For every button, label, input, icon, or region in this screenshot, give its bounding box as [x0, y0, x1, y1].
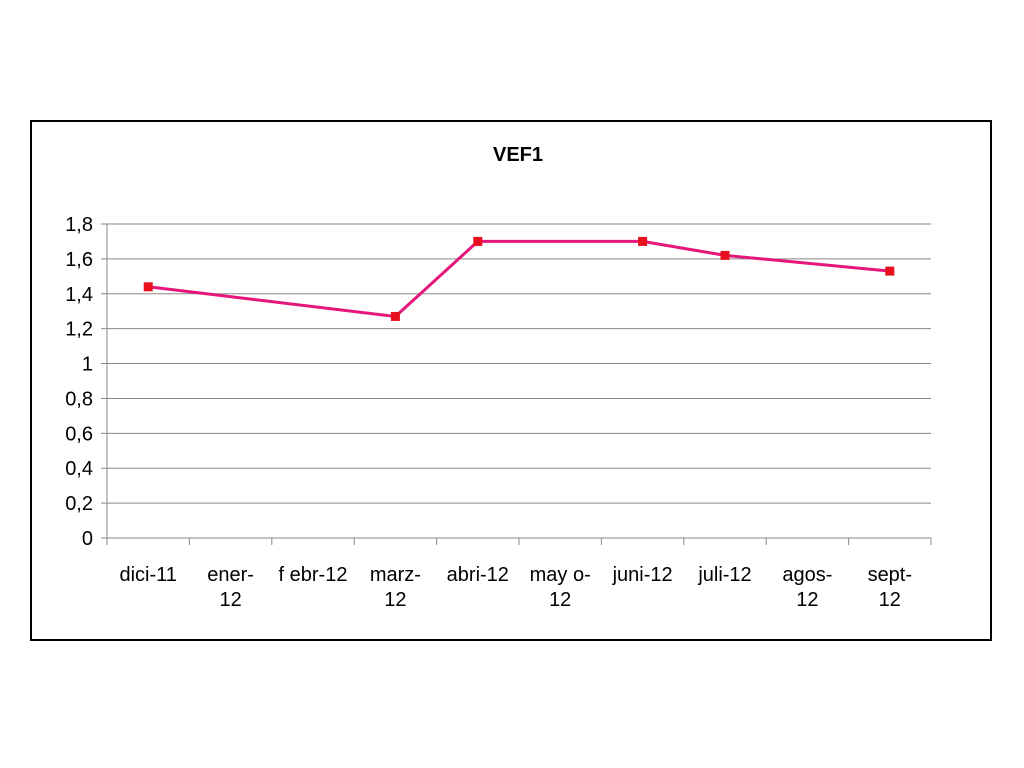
y-tick-label: 1,2: [65, 319, 93, 341]
data-point: [720, 250, 730, 260]
chart-frame: VEF1 0 0,2 0,4 0,6 0,8 1 1,2 1,4 1,6 1,8 dici-11 e…: [30, 120, 992, 641]
series: [143, 236, 895, 321]
y-tick-label: 1,8: [65, 214, 93, 236]
y-tick-labels: 0 0,2 0,4 0,6 0,8 1 1,2 1,4 1,6 1,8: [65, 214, 93, 550]
data-point: [885, 266, 895, 276]
x-tick-label: may o-12: [530, 564, 591, 611]
y-tick-label: 0: [82, 528, 93, 550]
y-tick-label: 1,4: [65, 284, 93, 306]
y-tick-label: 1,6: [65, 249, 93, 271]
line-chart: VEF1 0 0,2 0,4 0,6 0,8 1 1,2 1,4 1,6 1,8 dici-11 e…: [65, 144, 932, 611]
data-point: [390, 311, 400, 321]
x-tick-label: abri-12: [447, 564, 509, 586]
axes: [101, 223, 932, 545]
x-tick-label: juni-12: [612, 564, 673, 586]
x-tick-label: f ebr-12: [279, 564, 348, 586]
x-tick-label: ener-12: [207, 564, 254, 611]
x-tick-labels: dici-11 ener-12 f ebr-12 marz-12 abri-12 may …: [119, 564, 912, 611]
x-tick-label: sept-12: [868, 564, 912, 611]
x-tick-label: dici-11: [119, 564, 176, 586]
data-point: [473, 236, 483, 246]
data-point: [638, 236, 648, 246]
gridlines: [107, 223, 931, 504]
x-tick-label: marz-12: [370, 564, 421, 611]
x-tick-label: agos-12: [782, 564, 832, 611]
x-tick-label: juli-12: [697, 564, 751, 586]
data-point: [143, 282, 153, 292]
y-tick-label: 0,4: [65, 458, 93, 480]
y-tick-label: 0,6: [65, 423, 93, 445]
y-tick-label: 0,2: [65, 493, 93, 515]
series-line: [148, 239, 890, 318]
y-tick-label: 0,8: [65, 388, 93, 410]
y-tick-label: 1: [82, 354, 93, 376]
chart-title: VEF1: [493, 144, 543, 166]
